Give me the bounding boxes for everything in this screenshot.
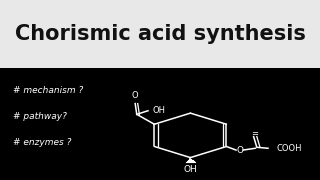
- Text: Chorismic acid synthesis: Chorismic acid synthesis: [15, 24, 305, 44]
- Text: OH: OH: [184, 165, 197, 174]
- Text: OH: OH: [153, 106, 166, 115]
- Text: O: O: [132, 91, 139, 100]
- Bar: [0, 0, 320, 68]
- Text: =: =: [251, 129, 258, 138]
- Text: # mechanism ?: # mechanism ?: [13, 86, 83, 95]
- Bar: [0, 68, 320, 180]
- Text: COOH: COOH: [276, 144, 301, 153]
- Text: # enzymes ?: # enzymes ?: [13, 138, 71, 147]
- Text: O: O: [236, 146, 244, 155]
- Text: # pathway?: # pathway?: [13, 112, 67, 121]
